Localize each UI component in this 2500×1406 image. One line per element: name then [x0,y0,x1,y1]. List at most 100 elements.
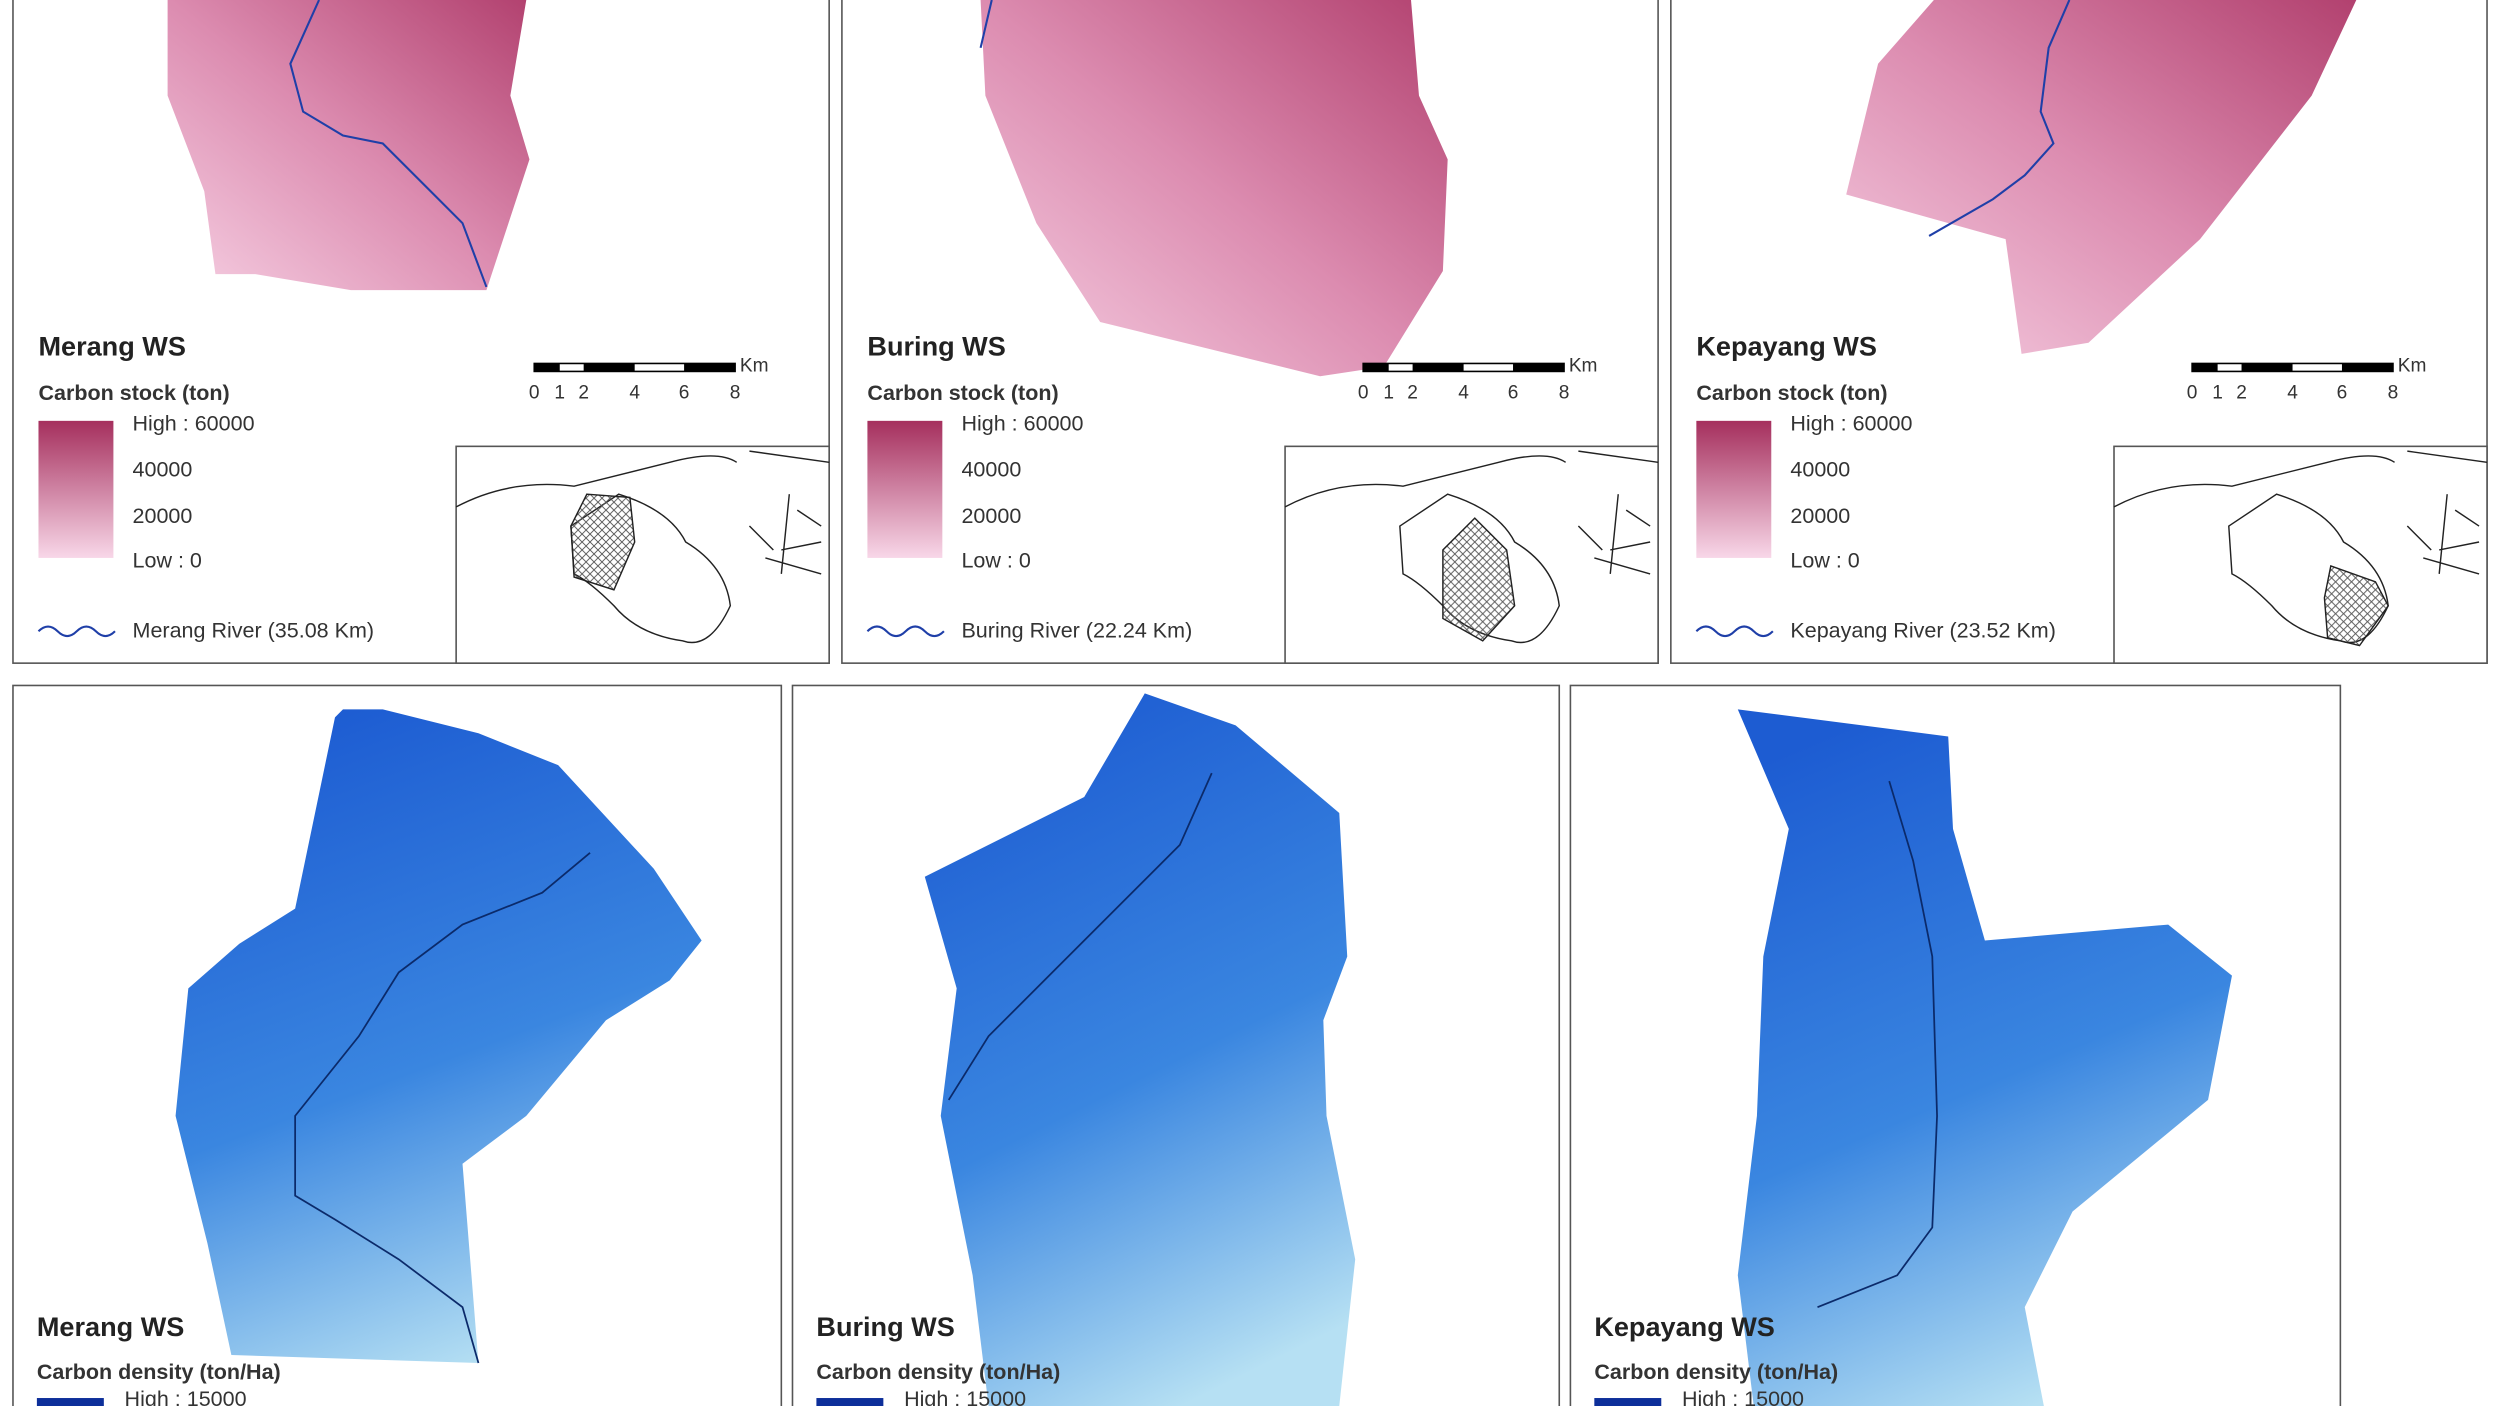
river [1928,0,2071,237]
river-symbol [1695,625,1774,638]
scale-segment [2341,363,2393,372]
scale-unit: Km [1569,355,1598,376]
scale-unit: Km [740,355,769,376]
panel-title: Buring WS [816,1311,954,1342]
legend-ramp [1594,1398,1662,1406]
legend-ramp [816,1398,884,1406]
scale-tick-label: 0 [1358,383,1369,404]
legend-label: 20000 [133,504,193,528]
legend-label: High : 60000 [1790,411,1912,435]
scale-tick-label: 6 [1508,383,1519,404]
legend-label: 40000 [1790,458,1850,482]
panel-title: Merang WS [38,330,185,361]
scale-segment [583,363,635,372]
inset-frame [2113,445,2488,664]
scale-segment [1513,363,1565,372]
scale-tick-label: 2 [1407,383,1418,404]
inset-highlight [570,493,636,591]
legend-label: High : 15000 [125,1387,247,1406]
scale-tick-label: 4 [1458,383,1469,404]
river-label: Buring River (22.24 Km) [961,619,1192,643]
legend-label: High : 15000 [904,1387,1026,1406]
scale-tick-label: 4 [2287,383,2298,404]
panel-frame [12,0,830,664]
watershed-map [167,0,530,291]
watershed-map [175,709,702,1363]
panel-frame [841,0,1659,664]
scale-segment [534,363,560,372]
watershed-map [924,693,1356,1406]
river [1817,780,1938,1308]
legend-label: Low : 0 [133,549,202,573]
legend-ramp [38,420,114,558]
panel-title: Merang WS [37,1311,184,1342]
river [979,0,993,49]
scale-segment [1412,363,1464,372]
legend-label: Low : 0 [1790,549,1859,573]
scale-unit: Km [2398,355,2427,376]
scale-segment [684,363,736,372]
scale-tick-label: 1 [2212,383,2223,404]
scale-tick-label: 1 [554,383,565,404]
legend-title: Carbon density (ton/Ha) [37,1360,281,1384]
scale-tick-label: 2 [2236,383,2247,404]
panel-title: Kepayang WS [1594,1311,1775,1342]
inset-outline [1284,450,1659,644]
legend-ramp [867,420,943,558]
legend-label: 40000 [133,458,193,482]
panel-frame [791,684,1561,1406]
panel-frame [1670,0,2488,664]
legend-title: Carbon density (ton/Ha) [1594,1360,1838,1384]
watershed-map [980,0,1448,377]
scale-tick-label: 4 [629,383,640,404]
inset-outline [2113,450,2488,644]
watershed-map [1737,709,2232,1406]
legend-title: Carbon stock (ton) [1696,381,1887,405]
scale-tick-label: 1 [1383,383,1394,404]
panel-frame [1569,684,2342,1406]
scale-tick-label: 0 [2187,383,2198,404]
scale-tick-label: 6 [679,383,690,404]
river-symbol [866,625,945,638]
inset-frame [455,445,830,664]
panel-frame [12,684,783,1406]
river-symbol [37,625,116,638]
legend-label: 20000 [1790,504,1850,528]
legend-label: Low : 0 [961,549,1030,573]
panels: Merang WS Carbon stock (ton) High : 60000 4… [12,0,2488,1406]
scale-segment [2192,363,2218,372]
legend-ramp [1696,420,1772,558]
legend-label: High : 15000 [1682,1387,1804,1406]
legend-title: Carbon stock (ton) [38,381,229,405]
scale-tick-label: 2 [578,383,589,404]
inset-outline [455,450,830,644]
legend-label: High : 60000 [133,411,255,435]
inset-map [2113,450,2488,647]
legend-label: High : 60000 [961,411,1083,435]
inset-map [455,450,830,644]
panel-title: Buring WS [867,330,1005,361]
scale-tick-label: 8 [1559,383,1570,404]
inset-highlight [1442,517,1516,642]
river-label: Kepayang River (23.52 Km) [1790,619,2056,643]
legend-title: Carbon density (ton/Ha) [816,1360,1060,1384]
panel-title: Kepayang WS [1696,330,1877,361]
watershed-map [1846,0,2357,354]
legend-title: Carbon stock (ton) [867,381,1058,405]
inset-map [1284,450,1659,644]
legend-label: 20000 [961,504,1021,528]
scale-tick-label: 8 [730,383,741,404]
scale-segment [2241,363,2293,372]
legend-label: 40000 [961,458,1021,482]
river-label: Merang River (35.08 Km) [133,619,375,643]
inset-highlight [2323,564,2390,647]
scale-tick-label: 8 [2388,383,2399,404]
scale-tick-label: 6 [2337,383,2348,404]
legend-ramp [36,1398,104,1406]
river [947,772,1213,1101]
river [289,0,488,288]
scale-segment [1363,363,1389,372]
river [294,852,591,1364]
scale-tick-label: 0 [529,383,540,404]
